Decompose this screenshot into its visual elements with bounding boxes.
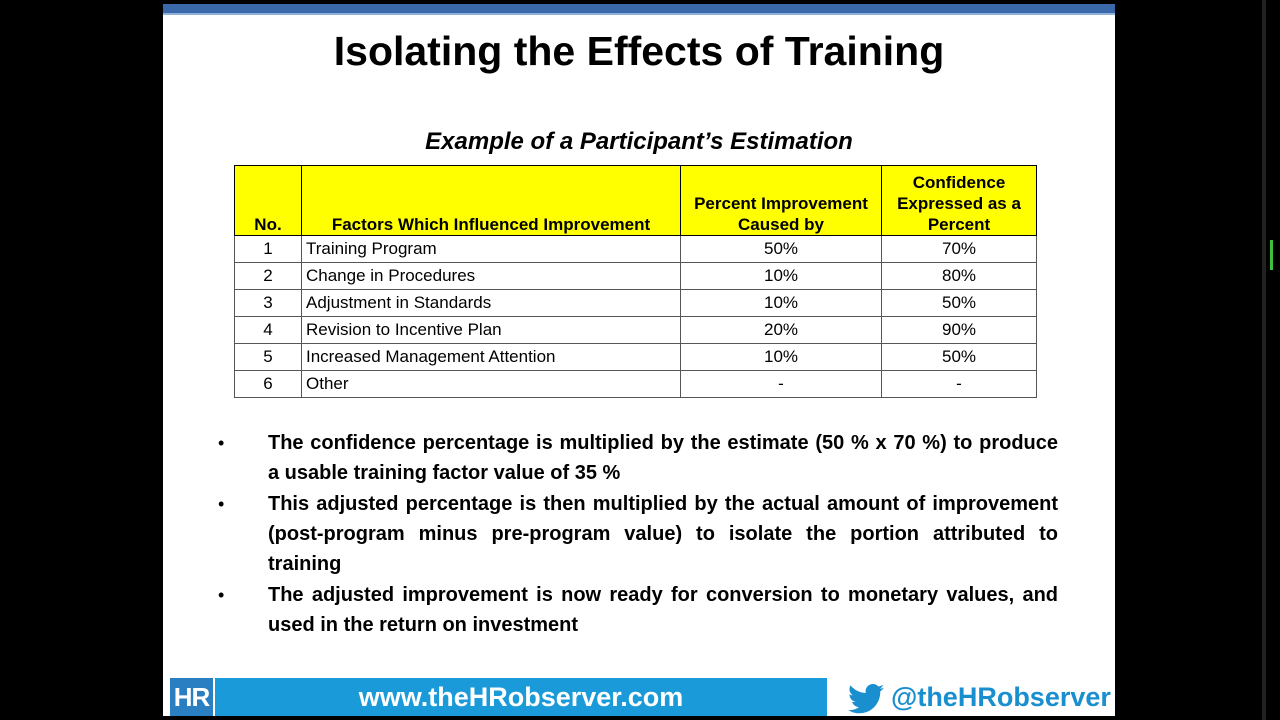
bullet-item: • The adjusted improvement is now ready … [218, 580, 1058, 640]
table-row: 3 Adjustment in Standards 10% 50% [234, 289, 1037, 317]
header-percent: Percent Improvement Caused by [680, 165, 882, 236]
cell-confidence: 70% [881, 235, 1037, 263]
bullet-item: • The confidence percentage is multiplie… [218, 428, 1058, 488]
bullet-text: The confidence percentage is multiplied … [268, 432, 1058, 484]
bullet-dot: • [218, 433, 225, 453]
bullet-item: • This adjusted percentage is then multi… [218, 489, 1058, 579]
twitter-handle: @theHRobserver [891, 682, 1111, 712]
bullet-text: The adjusted improvement is now ready fo… [268, 584, 1058, 636]
cell-percent: 10% [680, 289, 882, 317]
bullet-list: • The confidence percentage is multiplie… [218, 428, 1058, 641]
cell-no: 6 [234, 370, 302, 398]
table-row: 5 Increased Management Attention 10% 50% [234, 343, 1037, 371]
website-url[interactable]: www.theHRobserver.com [358, 682, 684, 712]
cell-factor: Revision to Incentive Plan [301, 316, 681, 344]
table-row: 4 Revision to Incentive Plan 20% 90% [234, 316, 1037, 344]
cell-percent: 50% [680, 235, 882, 263]
bullet-dot: • [218, 585, 225, 605]
cell-factor: Change in Procedures [301, 262, 681, 290]
cell-no: 2 [234, 262, 302, 290]
header-no: No. [234, 165, 302, 236]
cell-no: 3 [234, 289, 302, 317]
slide-footer: HR www.theHRobserver.com @theHRobserver [163, 674, 1115, 716]
twitter-bird-icon [848, 683, 884, 714]
slide-top-bar [163, 4, 1115, 13]
url-banner: www.theHRobserver.com [215, 678, 827, 716]
estimation-table: No. Factors Which Influenced Improvement… [234, 165, 1037, 398]
cell-percent: 10% [680, 343, 882, 371]
cell-confidence: 90% [881, 316, 1037, 344]
cell-factor: Increased Management Attention [301, 343, 681, 371]
hr-logo: HR [170, 678, 213, 716]
cell-factor: Other [301, 370, 681, 398]
cell-confidence: 80% [881, 262, 1037, 290]
cell-percent: 20% [680, 316, 882, 344]
slide-title: Isolating the Effects of Training [333, 28, 945, 74]
table-header-row: No. Factors Which Influenced Improvement… [234, 165, 1037, 236]
screen-edge-marker [1270, 240, 1273, 270]
slide-subtitle: Example of a Participant’s Estimation [425, 128, 853, 155]
cell-factor: Adjustment in Standards [301, 289, 681, 317]
cell-no: 4 [234, 316, 302, 344]
table-row: 6 Other - - [234, 370, 1037, 398]
screen-edge [1262, 0, 1266, 720]
cell-no: 5 [234, 343, 302, 371]
cell-confidence: 50% [881, 289, 1037, 317]
cell-no: 1 [234, 235, 302, 263]
cell-percent: 10% [680, 262, 882, 290]
bullet-dot: • [218, 494, 225, 514]
twitter-handle-block[interactable]: @theHRobserver [847, 678, 1111, 716]
slide: Isolating the Effects of Training Exampl… [163, 4, 1115, 716]
cell-confidence: 50% [881, 343, 1037, 371]
header-confidence: Confidence Expressed as a Percent [881, 165, 1037, 236]
cell-percent: - [680, 370, 882, 398]
cell-confidence: - [881, 370, 1037, 398]
header-factor: Factors Which Influenced Improvement [301, 165, 681, 236]
bullet-text: This adjusted percentage is then multipl… [268, 493, 1058, 575]
slide-top-bar-accent [163, 13, 1115, 15]
cell-factor: Training Program [301, 235, 681, 263]
table-row: 1 Training Program 50% 70% [234, 235, 1037, 263]
table-row: 2 Change in Procedures 10% 80% [234, 262, 1037, 290]
